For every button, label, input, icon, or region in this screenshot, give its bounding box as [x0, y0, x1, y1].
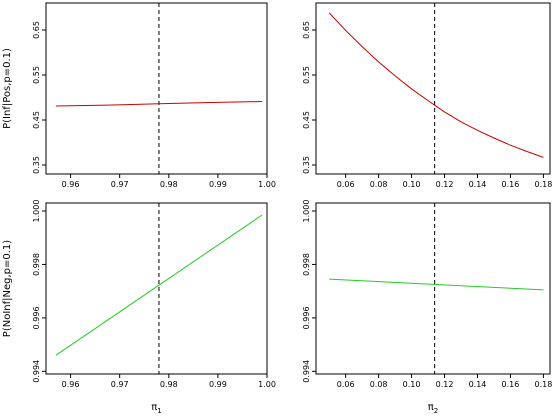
panel-bottom-right: 0.06 0.08 0.10 0.12 0.14 0.16 0.18 0.994 0.996 0.… [302, 200, 552, 415]
y-tick-label: 0.998 [302, 253, 311, 276]
x-tick-label: 0.16 [502, 380, 520, 389]
series-line [329, 278, 544, 291]
y-tick-label: 0.996 [32, 306, 41, 329]
x-tick-label: 0.14 [469, 380, 487, 389]
x-tick-label: 0.10 [403, 380, 421, 389]
x-tick-label: 0.14 [469, 180, 487, 189]
panel-top-left: 0.96 0.97 0.98 0.99 1.00 0.35 0.45 0.55 0.65 P(In… [2, 2, 276, 189]
x-tick-label: 0.98 [160, 380, 178, 389]
panel-top-right: 0.06 0.08 0.10 0.12 0.14 0.16 0.18 0.35 0.45 0.55… [302, 2, 553, 189]
y-tick-label: 0.35 [302, 156, 311, 174]
plot-frame [45, 202, 268, 375]
y-tick-label: 0.45 [302, 111, 311, 129]
x-tick-label: 0.06 [337, 380, 355, 389]
y-tick-label: 0.65 [302, 21, 311, 39]
x-tick-label: 0.99 [209, 380, 227, 389]
series-line [55, 214, 263, 356]
x-tick-label: 0.97 [111, 180, 129, 189]
x-axis-label: π1 [151, 402, 162, 415]
x-tick-label: 1.00 [258, 380, 276, 389]
plot-frame [45, 2, 268, 175]
x-tick-label: 0.16 [502, 180, 520, 189]
x-tick-label: 0.99 [209, 180, 227, 189]
x-tick-label: 0.98 [160, 180, 178, 189]
x-axis-label: π2 [428, 402, 439, 415]
x-tick-label: 0.97 [111, 380, 129, 389]
x-tick-label: 0.96 [62, 380, 80, 389]
x-tick-label: 0.08 [370, 180, 388, 189]
y-tick-label: 0.45 [32, 111, 41, 129]
x-tick-label: 0.18 [535, 380, 553, 389]
y-tick-label: 0.994 [32, 360, 41, 383]
x-tick-label: 0.10 [403, 180, 421, 189]
y-tick-label: 0.65 [32, 21, 41, 39]
panel-bottom-left: 0.96 0.97 0.98 0.99 1.00 0.994 0.996 0.998 1.000… [2, 200, 276, 415]
plot-frame [315, 2, 551, 175]
series-line [55, 101, 263, 107]
y-tick-label: 0.35 [32, 156, 41, 174]
x-tick-label: 0.06 [337, 180, 355, 189]
x-tick-label: 0.18 [535, 180, 553, 189]
x-tick-label: 1.00 [258, 180, 276, 189]
y-tick-label: 0.998 [32, 253, 41, 276]
x-tick-label: 0.08 [370, 380, 388, 389]
y-tick-label: 0.994 [302, 360, 311, 383]
y-tick-label: 0.55 [32, 66, 41, 84]
plot-frame [315, 202, 551, 375]
x-tick-label: 0.12 [436, 380, 454, 389]
y-tick-label: 1.000 [32, 200, 41, 223]
x-tick-label: 0.96 [62, 180, 80, 189]
y-tick-label: 1.000 [302, 200, 311, 223]
y-axis-label: P(Inf|Pos,p=0.1) [2, 48, 13, 129]
y-tick-label: 0.55 [302, 66, 311, 84]
y-axis-label: P(NoInf|Neg,p=0.1) [2, 240, 13, 337]
y-tick-label: 0.996 [302, 306, 311, 329]
x-tick-label: 0.12 [436, 180, 454, 189]
series-line [328, 12, 544, 158]
